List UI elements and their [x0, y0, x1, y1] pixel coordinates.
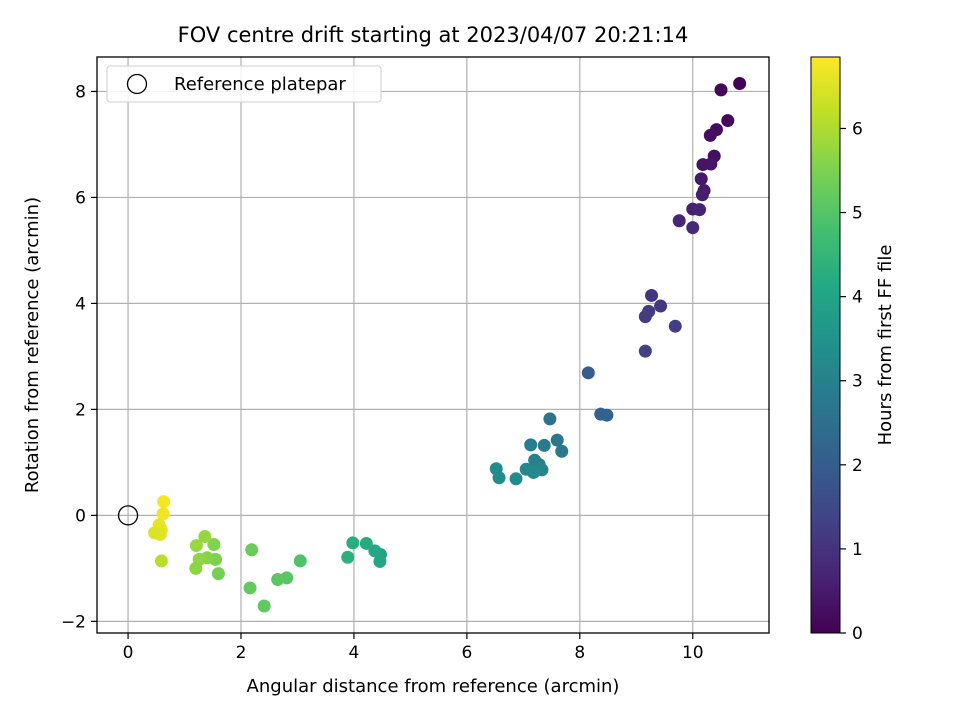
colorbar-gradient [810, 56, 841, 634]
data-point [509, 472, 523, 486]
y-tick-label: 8 [75, 82, 86, 102]
colorbar-tick-label: 4 [852, 288, 863, 308]
reference-marker-layer [117, 505, 139, 526]
data-point [695, 188, 709, 202]
x-tick-label: 2 [236, 643, 247, 663]
data-point [721, 114, 735, 128]
y-tick-label: 4 [75, 294, 86, 314]
data-point [555, 444, 569, 458]
y-axis-label: Rotation from reference (arcmin) [22, 197, 43, 493]
data-point [257, 599, 271, 613]
colorbar-tick-label: 3 [852, 372, 863, 392]
data-point [524, 438, 538, 452]
data-point [157, 495, 171, 509]
data-point [189, 561, 203, 575]
colorbar-tick-label: 5 [852, 204, 863, 224]
data-point [537, 438, 551, 452]
data-point [271, 572, 285, 586]
x-axis-ticks: 0 2 4 6 8 10 [123, 633, 704, 663]
data-point [600, 408, 614, 422]
colorbar-tick-label: 1 [852, 540, 863, 560]
data-point [733, 76, 747, 90]
y-axis-ticks: −2 0 2 4 6 8 [61, 82, 97, 632]
data-point [694, 172, 708, 186]
data-point [368, 544, 382, 558]
data-point [211, 567, 225, 581]
data-point [154, 554, 168, 568]
colorbar-tick-label: 2 [852, 456, 863, 476]
data-point [527, 465, 541, 479]
y-tick-label: 0 [75, 506, 86, 526]
data-point [638, 344, 652, 358]
legend-box [106, 65, 382, 103]
data-point [703, 128, 717, 142]
data-point [672, 214, 686, 228]
legend-entry-reference: Reference platepar [174, 74, 346, 95]
data-point [581, 366, 595, 380]
y-tick-label: 2 [75, 400, 86, 420]
data-point [492, 471, 506, 485]
plot-frame [96, 56, 770, 634]
data-points [148, 76, 747, 613]
y-tick-label: −2 [61, 612, 86, 632]
data-point [704, 157, 718, 171]
data-point [654, 299, 668, 313]
colorbar-tick-label: 0 [852, 624, 863, 644]
data-point [198, 530, 212, 544]
data-point [156, 507, 170, 521]
data-point [645, 288, 659, 302]
data-point [714, 83, 728, 97]
legend-open-circle-marker [126, 73, 148, 95]
data-point [693, 203, 707, 217]
data-point [293, 554, 307, 568]
x-tick-label: 8 [574, 643, 585, 663]
data-point [359, 536, 373, 550]
colorbar: 0 1 2 3 4 5 6 Hours from first FF file [810, 56, 896, 644]
chart-title: FOV centre drift starting at 2023/04/07 … [178, 23, 689, 47]
data-point [686, 221, 700, 235]
colorbar-ticks: 0 1 2 3 4 5 6 [840, 119, 863, 644]
x-axis-label: Angular distance from reference (arcmin) [247, 676, 620, 697]
data-point [638, 310, 652, 324]
x-tick-label: 0 [123, 643, 134, 663]
data-point [245, 543, 259, 557]
legend: Reference platepar [106, 65, 382, 103]
data-point [189, 539, 203, 553]
data-point [543, 412, 557, 426]
colorbar-tick-label: 6 [852, 119, 863, 139]
data-point [668, 319, 682, 333]
data-point [341, 550, 355, 564]
data-point [373, 554, 387, 568]
x-tick-label: 4 [349, 643, 360, 663]
colorbar-label: Hours from first FF file [875, 245, 896, 446]
data-point [148, 526, 162, 540]
x-tick-label: 6 [461, 643, 472, 663]
reference-platepar-marker [117, 505, 139, 526]
data-point [207, 538, 221, 552]
data-point [243, 581, 257, 595]
data-point [550, 433, 564, 447]
data-point [346, 536, 360, 550]
x-tick-label: 10 [682, 643, 704, 663]
y-tick-label: 6 [75, 188, 86, 208]
